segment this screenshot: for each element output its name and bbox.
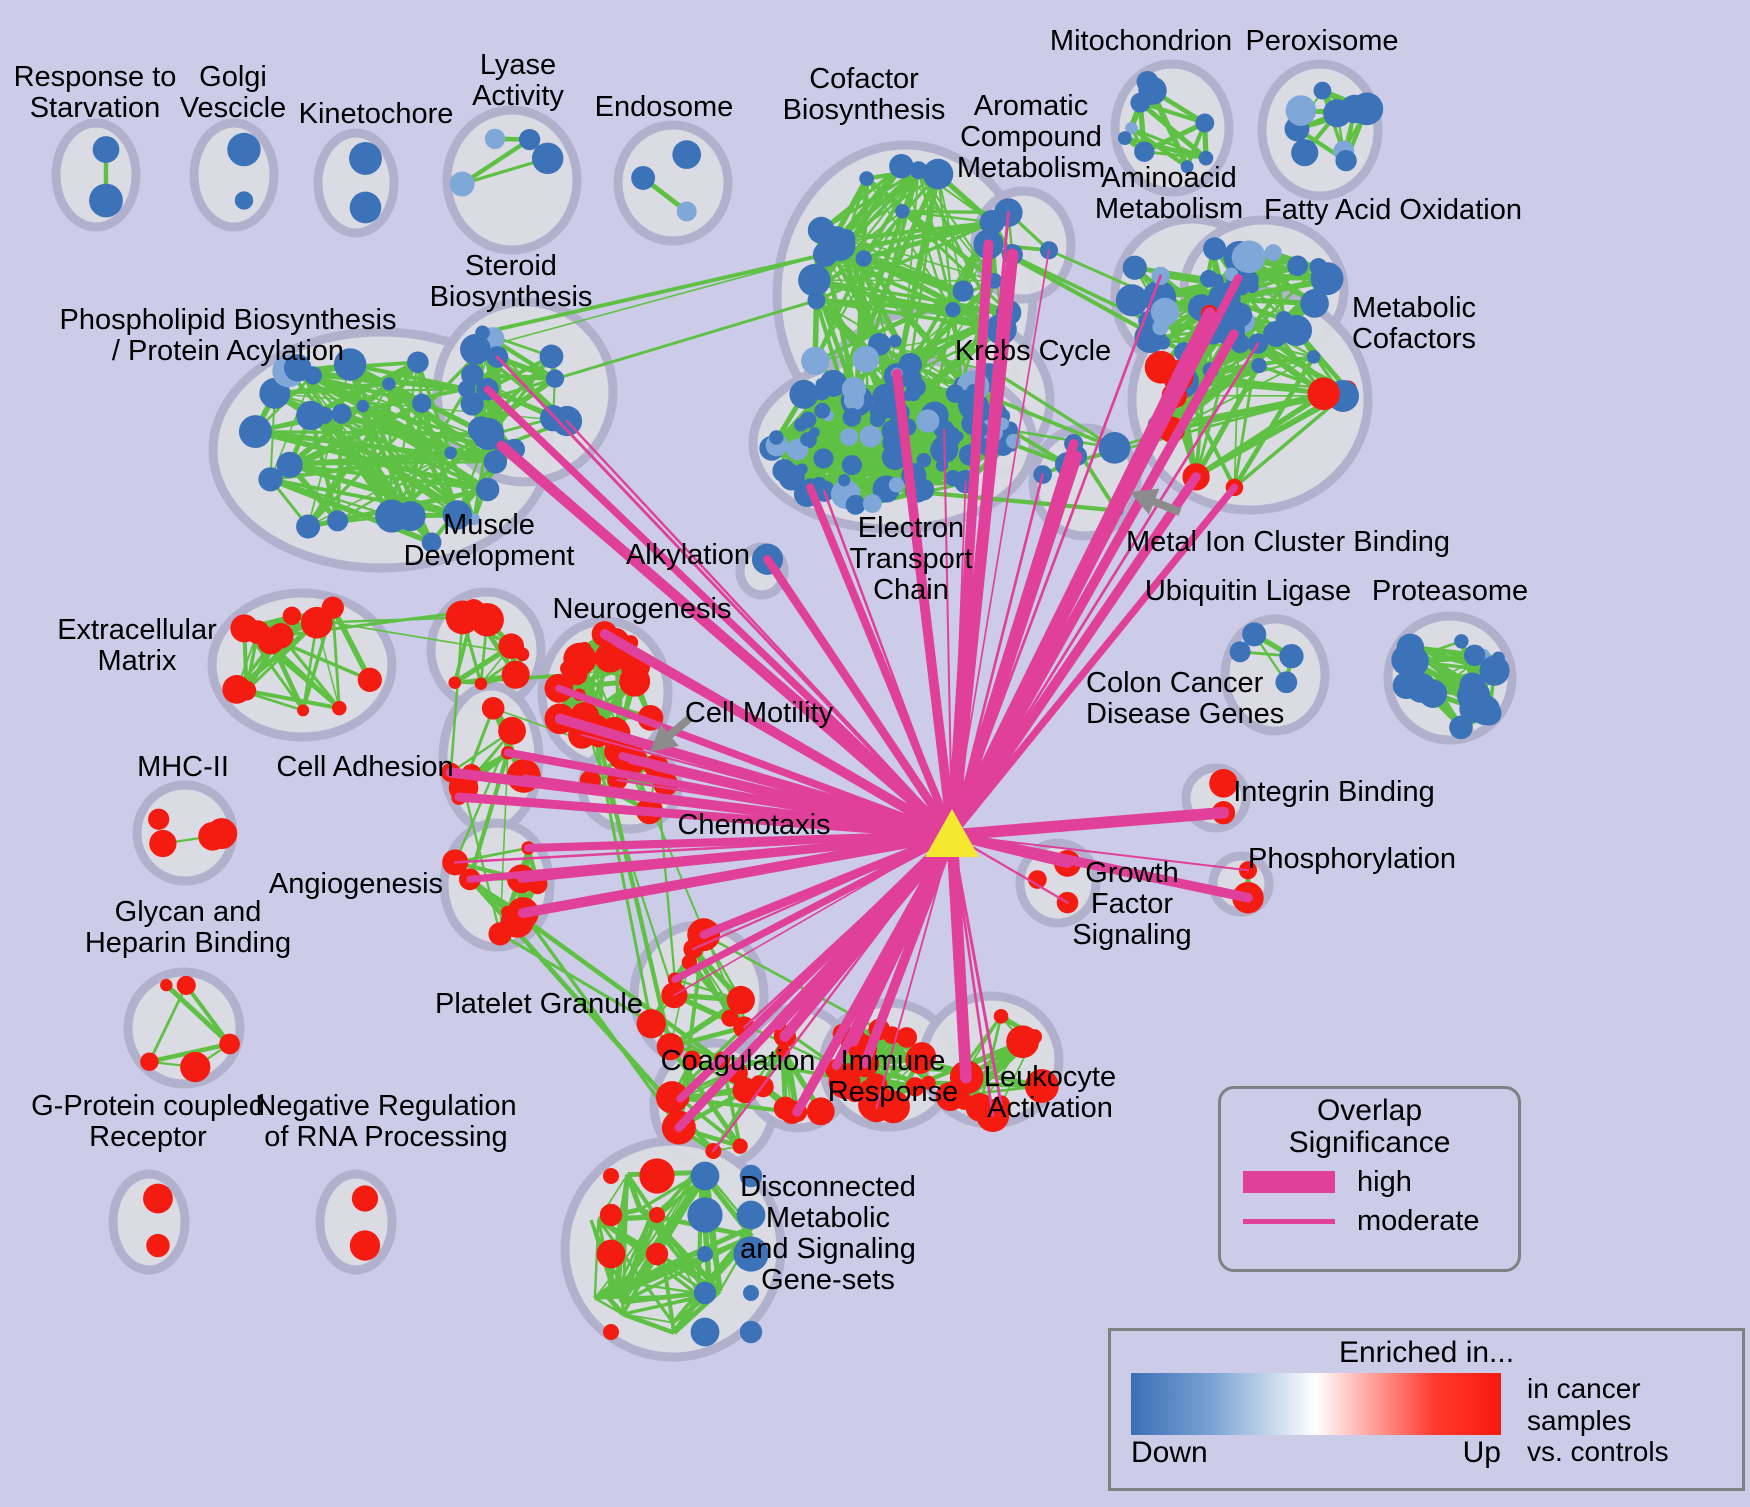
legend-gradient-endpoints: Down Up bbox=[1131, 1436, 1501, 1470]
legend-gradient-low-label: Down bbox=[1131, 1436, 1208, 1470]
legend-overlap-label-moderate: moderate bbox=[1357, 1204, 1480, 1237]
legend-overlap-row-moderate: moderate bbox=[1221, 1205, 1518, 1238]
legend-enriched-in: Enriched in... Down Up in cancer samples… bbox=[1108, 1328, 1745, 1491]
legend-enriched-title: Enriched in... bbox=[1338, 1336, 1515, 1369]
legend-gradient-side-label: in cancer samples vs. controls bbox=[1527, 1373, 1669, 1468]
edge-thin-swatch bbox=[1243, 1218, 1335, 1224]
legend-overlap-row-high: high bbox=[1221, 1166, 1518, 1199]
legend-gradient-wrap: Down Up in cancer samples vs. controls bbox=[1111, 1373, 1742, 1470]
legend-gradient-high-label: Up bbox=[1462, 1436, 1501, 1470]
legend-overlap-title: Overlap Significance bbox=[1288, 1094, 1451, 1160]
legend-overlap-label-high: high bbox=[1357, 1165, 1412, 1198]
legend-gradient-column: Down Up bbox=[1131, 1373, 1501, 1470]
color-gradient-bar bbox=[1131, 1373, 1501, 1436]
edge-thick-swatch bbox=[1243, 1171, 1335, 1194]
legend-overlap-significance: Overlap Significance high moderate bbox=[1218, 1086, 1521, 1272]
